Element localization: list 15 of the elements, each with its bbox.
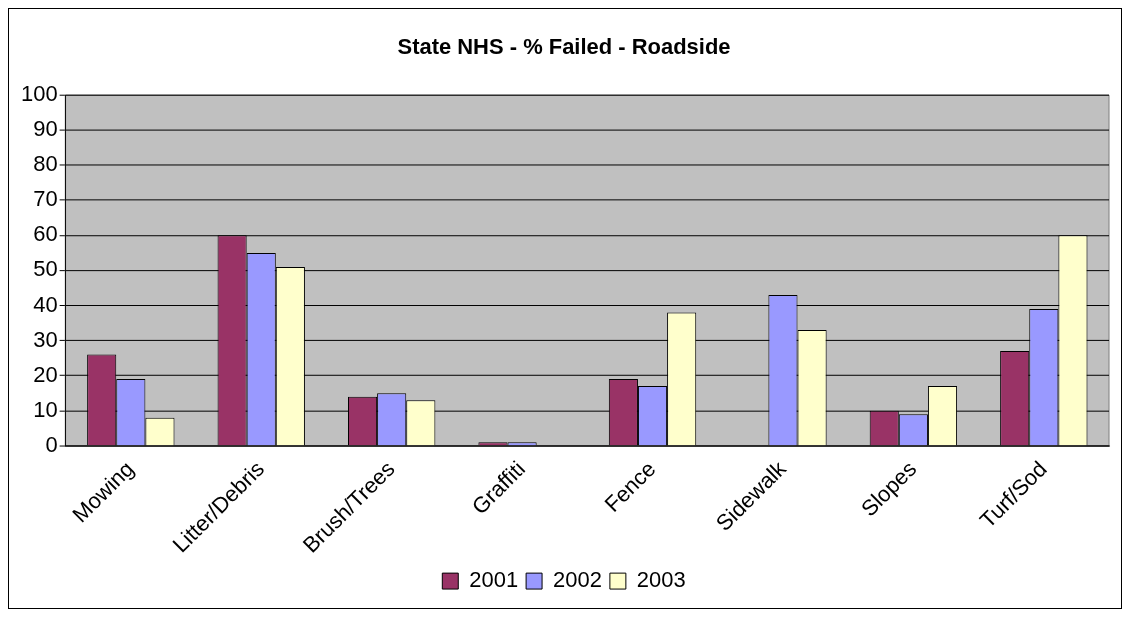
legend-label: 2002 xyxy=(553,567,602,593)
y-tick-label: 90 xyxy=(33,116,58,142)
y-tick-label: 100 xyxy=(20,81,58,107)
y-tick-label: 30 xyxy=(33,326,58,352)
y-tick-label: 0 xyxy=(45,431,58,457)
chart-title: State NHS - % Failed - Roadside xyxy=(397,34,731,60)
legend-label: 2001 xyxy=(469,567,519,593)
legend-label: 2003 xyxy=(636,567,686,593)
y-tick-label: 70 xyxy=(33,186,58,212)
y-tick-label: 40 xyxy=(33,291,58,317)
y-tick-label: 60 xyxy=(33,221,58,247)
y-tick-label: 80 xyxy=(33,151,58,177)
y-tick-label: 10 xyxy=(33,396,58,422)
y-tick-label: 20 xyxy=(33,361,58,387)
y-tick-label: 50 xyxy=(33,256,58,282)
